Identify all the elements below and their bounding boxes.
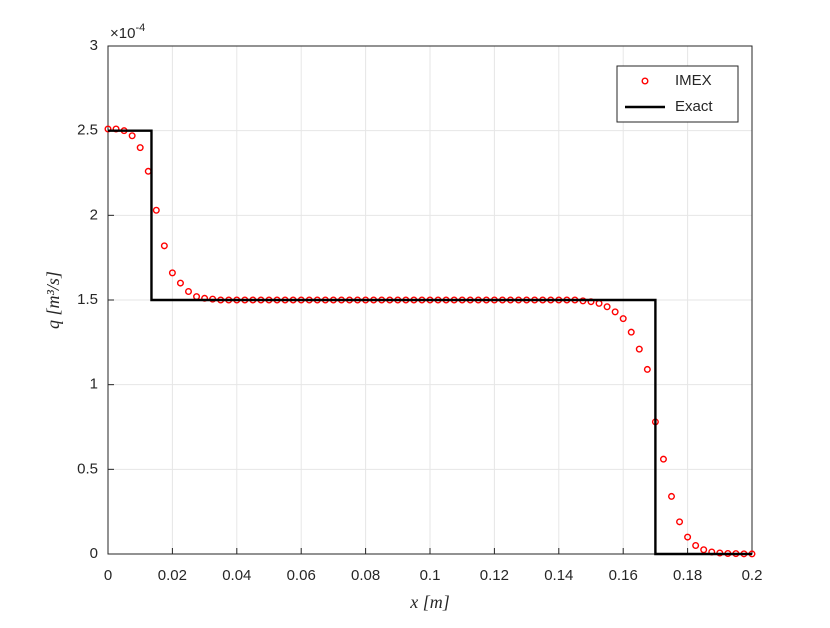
multiplier-base: ×10 xyxy=(110,25,135,42)
x-tick-label: 0.04 xyxy=(222,567,251,584)
data-point xyxy=(184,288,192,296)
data-point xyxy=(168,269,176,277)
data-point xyxy=(603,303,611,311)
y-tick-label: 0.5 xyxy=(77,460,98,477)
x-tick-label: 0.18 xyxy=(673,567,702,584)
legend-box xyxy=(616,65,739,123)
data-point xyxy=(659,455,667,463)
x-axis-label: x [m] xyxy=(409,592,450,612)
x-tick-label: 0.02 xyxy=(158,567,187,584)
data-line xyxy=(108,129,752,556)
y-multiplier: ×10-4 xyxy=(110,22,145,42)
axes-box xyxy=(107,45,753,555)
x-tick-label: 0.1 xyxy=(420,567,441,584)
data-point xyxy=(676,518,684,526)
data-point xyxy=(635,345,643,353)
y-tick-label: 2.5 xyxy=(77,122,98,139)
y-tick-label: 3 xyxy=(90,37,98,54)
data-point xyxy=(619,315,627,323)
data-point xyxy=(700,546,708,554)
multiplier-exponent: -4 xyxy=(135,22,145,34)
y-tick-label: 1 xyxy=(90,376,98,393)
data-point xyxy=(160,242,168,250)
data-point xyxy=(668,492,676,500)
x-tick-label: 0.2 xyxy=(742,567,763,584)
data-point xyxy=(128,132,136,140)
x-tick-label: 0 xyxy=(104,567,112,584)
data-point xyxy=(611,308,619,316)
legend-label: IMEX xyxy=(675,72,712,89)
x-tick-label: 0.08 xyxy=(351,567,380,584)
data-point xyxy=(692,542,700,550)
y-axis-label: q [m³/s] xyxy=(43,271,63,329)
y-tick-label: 1.5 xyxy=(77,291,98,308)
data-point xyxy=(684,533,692,541)
x-tick-label: 0.06 xyxy=(287,567,316,584)
legend-marker xyxy=(641,77,649,85)
x-tick-label: 0.16 xyxy=(609,567,638,584)
legend-label: Exact xyxy=(675,98,713,115)
x-tick-label: 0.14 xyxy=(544,567,573,584)
data-point xyxy=(176,279,184,287)
data-point xyxy=(152,206,160,214)
data-point xyxy=(627,328,635,336)
y-tick-label: 0 xyxy=(90,545,98,562)
data-point xyxy=(136,144,144,152)
data-point xyxy=(643,365,651,373)
x-tick-label: 0.12 xyxy=(480,567,509,584)
y-tick-label: 2 xyxy=(90,206,98,223)
